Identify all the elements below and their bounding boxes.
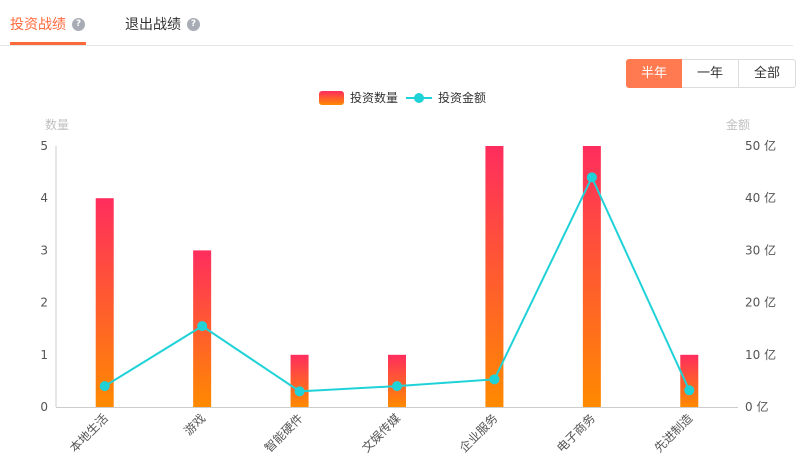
- line-point[interactable]: [99, 381, 110, 392]
- bar[interactable]: [582, 146, 601, 407]
- bar[interactable]: [95, 198, 114, 407]
- bar[interactable]: [290, 354, 309, 407]
- help-icon[interactable]: ?: [72, 17, 85, 31]
- tab-exit-record[interactable]: 退出战绩 ?: [125, 14, 200, 34]
- x-tick-label: 本地生活: [67, 411, 111, 455]
- line-point[interactable]: [197, 321, 208, 332]
- period-one-year-button[interactable]: 一年: [682, 59, 739, 88]
- y-tick-left: 3: [40, 243, 48, 257]
- tab-investment-record[interactable]: 投资战绩 ?: [10, 14, 85, 34]
- y-axis-right-title: 金额: [726, 117, 750, 132]
- period-selector: 半年 一年 全部: [626, 59, 796, 88]
- tab-bar: 投资战绩 ? 退出战绩 ?: [0, 0, 793, 46]
- y-axis-right-ticks: 0 亿 10 亿 20 亿 30 亿 40 亿 50 亿: [745, 138, 776, 414]
- line-point[interactable]: [684, 385, 695, 396]
- y-tick-right: 50 亿: [745, 138, 776, 153]
- bar[interactable]: [388, 354, 406, 407]
- bar-series: [95, 146, 699, 407]
- bar[interactable]: [680, 354, 699, 407]
- y-tick-left: 5: [40, 139, 48, 153]
- y-tick-right: 0 亿: [745, 399, 768, 414]
- x-tick-label: 电子商务: [553, 411, 598, 456]
- y-tick-right: 30 亿: [745, 242, 776, 257]
- line-point[interactable]: [294, 386, 305, 397]
- period-half-year-button[interactable]: 半年: [626, 59, 682, 88]
- y-axis-left-title: 数量: [45, 117, 69, 132]
- x-tick-label: 文娱传媒: [359, 411, 404, 456]
- legend-line-label[interactable]: 投资金额: [438, 90, 486, 105]
- tab-exit-label: 退出战绩: [125, 17, 181, 33]
- legend-bar-label[interactable]: 投资数量: [350, 90, 398, 105]
- legend-line-marker: [414, 93, 424, 103]
- y-tick-right: 40 亿: [745, 190, 776, 205]
- active-tab-underline: [10, 42, 86, 45]
- legend-bar-swatch[interactable]: [319, 91, 344, 105]
- y-tick-left: 4: [40, 191, 48, 205]
- y-tick-left: 1: [40, 348, 48, 362]
- line-series: [99, 172, 695, 397]
- legend: 投资数量 投资金额: [319, 90, 486, 105]
- y-tick-left: 2: [40, 296, 48, 310]
- x-tick-label: 智能硬件: [261, 411, 306, 456]
- y-tick-right: 20 亿: [745, 295, 776, 310]
- period-all-button[interactable]: 全部: [739, 59, 796, 88]
- bar[interactable]: [485, 146, 504, 407]
- help-icon[interactable]: ?: [187, 17, 200, 31]
- line-point[interactable]: [586, 172, 597, 183]
- x-tick-label: 企业服务: [456, 411, 501, 456]
- y-tick-left: 0: [40, 400, 48, 414]
- x-axis-ticks: 本地生活 游戏 智能硬件 文娱传媒 企业服务 电子商务 先进制造: [67, 411, 695, 456]
- y-tick-right: 10 亿: [745, 347, 776, 362]
- y-axis-left-ticks: 0 1 2 3 4 5: [40, 139, 48, 414]
- line-point[interactable]: [392, 381, 402, 392]
- tab-investment-label: 投资战绩: [10, 17, 66, 33]
- line-point[interactable]: [489, 374, 500, 385]
- x-tick-label: 游戏: [181, 411, 208, 438]
- x-tick-label: 先进制造: [652, 411, 696, 455]
